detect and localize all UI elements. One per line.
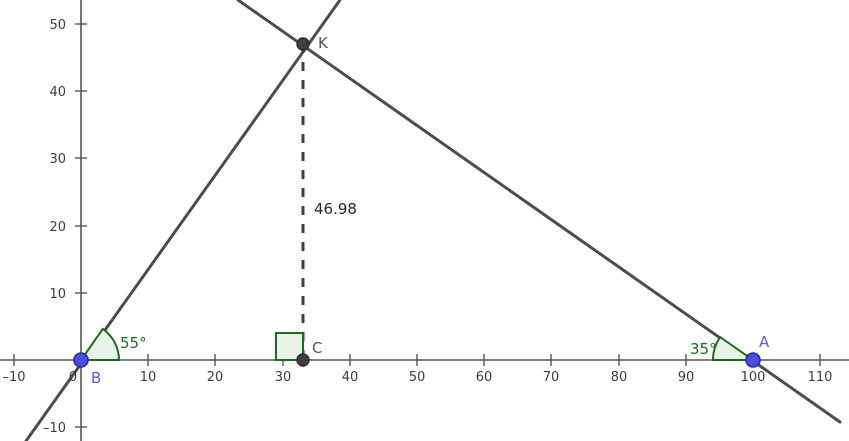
point-K[interactable] <box>296 37 310 51</box>
angle-label-A: 35° <box>690 340 717 358</box>
x-tick-label: 70 <box>543 370 560 385</box>
x-tick-label: –10 <box>2 370 25 385</box>
angle-label-B: 55° <box>120 334 147 352</box>
x-tick-label: 90 <box>678 370 695 385</box>
angle-arc-B[interactable] <box>79 327 121 361</box>
x-tick-label: 40 <box>342 370 359 385</box>
altitude-length-label: 46.98 <box>314 200 357 218</box>
x-tick-label: 10 <box>140 370 157 385</box>
y-tick-label: 40 <box>49 85 66 100</box>
line-BK[interactable] <box>24 0 342 441</box>
point-C[interactable] <box>296 353 310 367</box>
x-axis-tick-labels: –10 0 10 20 30 40 50 60 70 80 90 100 110 <box>2 370 832 385</box>
point-label-K: K <box>318 34 329 52</box>
y-tick-label: 30 <box>49 152 66 167</box>
x-tick-label: 60 <box>476 370 493 385</box>
angle-arc-A[interactable] <box>711 335 757 361</box>
x-tick-label: 30 <box>275 370 292 385</box>
right-angle-marker-C[interactable] <box>275 332 304 361</box>
point-A[interactable] <box>745 352 761 368</box>
y-tick-label: 10 <box>49 287 66 302</box>
point-label-A: A <box>759 333 770 351</box>
y-axis-tick-labels: 50 40 30 20 10 –10 <box>43 18 66 436</box>
point-label-C: C <box>312 339 322 357</box>
figure-labels: B A K C 55° 35° 46.98 <box>91 34 770 387</box>
x-tick-label: 80 <box>611 370 628 385</box>
point-label-B: B <box>91 369 101 387</box>
x-tick-label: 20 <box>207 370 224 385</box>
x-axis-ticks <box>13 354 821 366</box>
y-tick-label: –10 <box>43 421 66 436</box>
y-tick-label: 50 <box>49 18 66 33</box>
y-tick-label: 20 <box>49 220 66 235</box>
x-tick-label-origin: 0 <box>69 370 77 385</box>
y-axis-ticks <box>75 23 87 428</box>
angle-markers <box>79 327 757 361</box>
x-tick-label: 110 <box>808 370 833 385</box>
point-B[interactable] <box>73 352 89 368</box>
points <box>73 37 761 368</box>
x-tick-label: 50 <box>409 370 426 385</box>
x-tick-label: 100 <box>741 370 766 385</box>
